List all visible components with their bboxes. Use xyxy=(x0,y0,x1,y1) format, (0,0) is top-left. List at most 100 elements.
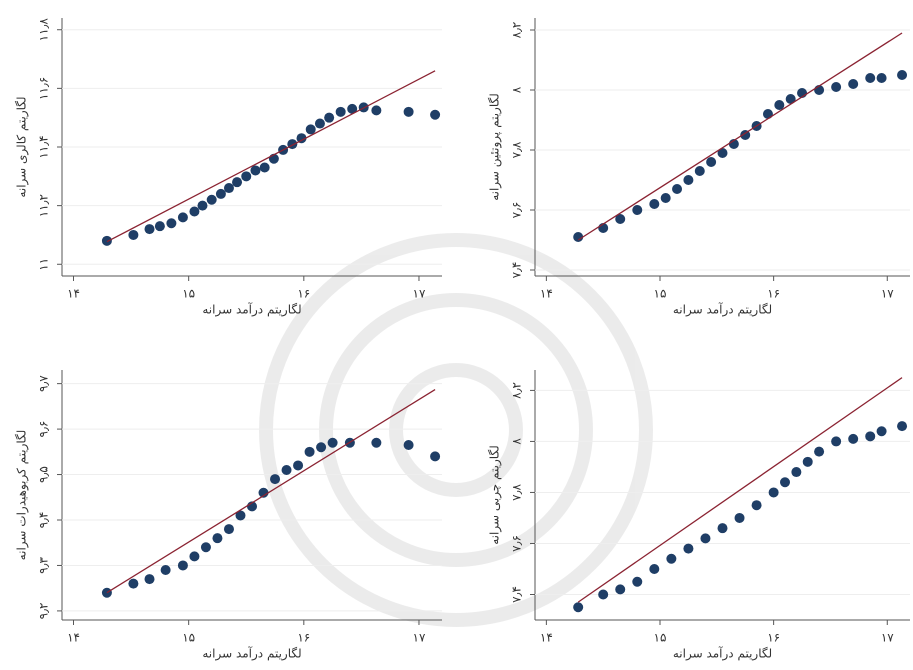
point xyxy=(615,584,626,595)
point xyxy=(403,106,414,117)
point xyxy=(573,232,584,242)
x-tick-label: ۱۷ xyxy=(413,631,426,645)
point xyxy=(259,162,270,173)
x-axis-label: لگاریتم درآمد سرانه xyxy=(202,646,301,662)
point xyxy=(430,109,441,120)
point xyxy=(694,166,705,176)
point xyxy=(706,157,717,167)
x-tick-label: ۱۴ xyxy=(67,631,80,645)
point xyxy=(189,206,200,217)
x-tick-label: ۱۶ xyxy=(297,631,310,645)
y-tick-label: ۸٫۲ xyxy=(510,382,524,399)
point xyxy=(751,500,762,511)
point xyxy=(734,512,745,523)
point xyxy=(865,431,876,442)
point xyxy=(430,451,441,462)
point xyxy=(128,229,139,240)
point xyxy=(717,148,728,158)
point xyxy=(293,460,304,471)
y-tick-label: ۱۱ xyxy=(37,258,51,271)
point xyxy=(316,442,327,453)
point xyxy=(814,446,825,457)
y-tick-label: ۹٫۲ xyxy=(37,603,51,620)
y-axis-label: لگاریتم چربی سرانه xyxy=(488,445,503,544)
point xyxy=(270,474,281,485)
y-tick-label: ۹٫۳ xyxy=(37,557,51,574)
x-axis-label: لگاریتم درآمد سرانه xyxy=(673,302,772,318)
y-tick-label: ۹٫۷ xyxy=(37,375,51,392)
point xyxy=(144,574,155,585)
y-axis-label: لگاریتم کالری سرانه xyxy=(15,96,30,197)
point xyxy=(101,235,112,246)
y-tick-label: ۱۱٫۲ xyxy=(37,194,51,217)
y-tick-label: ۱۱٫۴ xyxy=(37,135,51,158)
point xyxy=(206,194,217,205)
y-tick-label: ۷٫۸ xyxy=(510,141,524,158)
y-tick-label: ۸٫۲ xyxy=(510,22,524,39)
point xyxy=(573,602,584,613)
point xyxy=(876,426,887,437)
y-tick-label: ۹٫۶ xyxy=(37,421,51,438)
point xyxy=(717,523,728,534)
point xyxy=(897,421,908,432)
point xyxy=(876,73,887,83)
point xyxy=(305,124,316,135)
point xyxy=(802,456,813,467)
point xyxy=(672,184,683,194)
point xyxy=(335,106,346,117)
point xyxy=(403,440,414,450)
point xyxy=(250,165,261,176)
y-tick-label: ۷٫۴ xyxy=(510,262,524,279)
y-tick-label: ۷٫۶ xyxy=(510,535,524,552)
point xyxy=(649,199,660,209)
point xyxy=(865,73,876,83)
point xyxy=(371,437,382,448)
x-tick-label: ۱۶ xyxy=(767,631,780,645)
x-tick-label: ۱۵ xyxy=(182,287,195,301)
x-axis-label: لگاریتم درآمد سرانه xyxy=(673,646,772,662)
x-tick-label: ۱۷ xyxy=(881,287,894,301)
point xyxy=(200,542,211,553)
point xyxy=(327,437,338,448)
point xyxy=(241,171,252,182)
point xyxy=(177,560,188,571)
fit-line xyxy=(577,32,903,241)
x-tick-label: ۱۴ xyxy=(540,287,553,301)
point xyxy=(780,477,790,488)
y-tick-label: ۷٫۶ xyxy=(510,202,524,219)
point xyxy=(632,576,643,587)
point xyxy=(258,487,269,498)
point xyxy=(281,465,292,475)
x-tick-label: ۱۵ xyxy=(654,631,667,645)
point xyxy=(296,133,307,144)
y-axis-label: لگاریتم کربوهیدرات سرانه xyxy=(15,430,30,561)
point xyxy=(683,175,694,185)
y-tick-label: ۸ xyxy=(510,86,524,93)
y-tick-label: ۹٫۵ xyxy=(37,466,51,483)
point xyxy=(160,565,171,575)
point xyxy=(304,446,315,457)
point xyxy=(235,510,246,521)
x-tick-label: ۱۷ xyxy=(413,287,426,301)
point xyxy=(215,188,226,199)
x-tick-label: ۱۶ xyxy=(297,287,310,301)
point xyxy=(371,105,382,116)
point xyxy=(831,82,842,92)
point xyxy=(197,200,208,211)
x-tick-label: ۱۴ xyxy=(540,631,553,645)
point xyxy=(791,467,802,478)
y-tick-label: ۷٫۴ xyxy=(510,586,524,603)
x-axis-label: لگاریتم درآمد سرانه xyxy=(202,302,301,318)
point xyxy=(660,193,671,203)
point xyxy=(314,118,325,129)
point xyxy=(347,103,358,114)
x-tick-label: ۱۵ xyxy=(654,287,667,301)
point xyxy=(189,551,200,562)
watermark xyxy=(259,233,653,627)
y-axis-label: لگاریتم پروتئین سرانه xyxy=(488,93,503,201)
point xyxy=(785,94,796,104)
point xyxy=(774,100,785,110)
x-tick-label: ۱۷ xyxy=(881,631,894,645)
point xyxy=(848,79,859,89)
